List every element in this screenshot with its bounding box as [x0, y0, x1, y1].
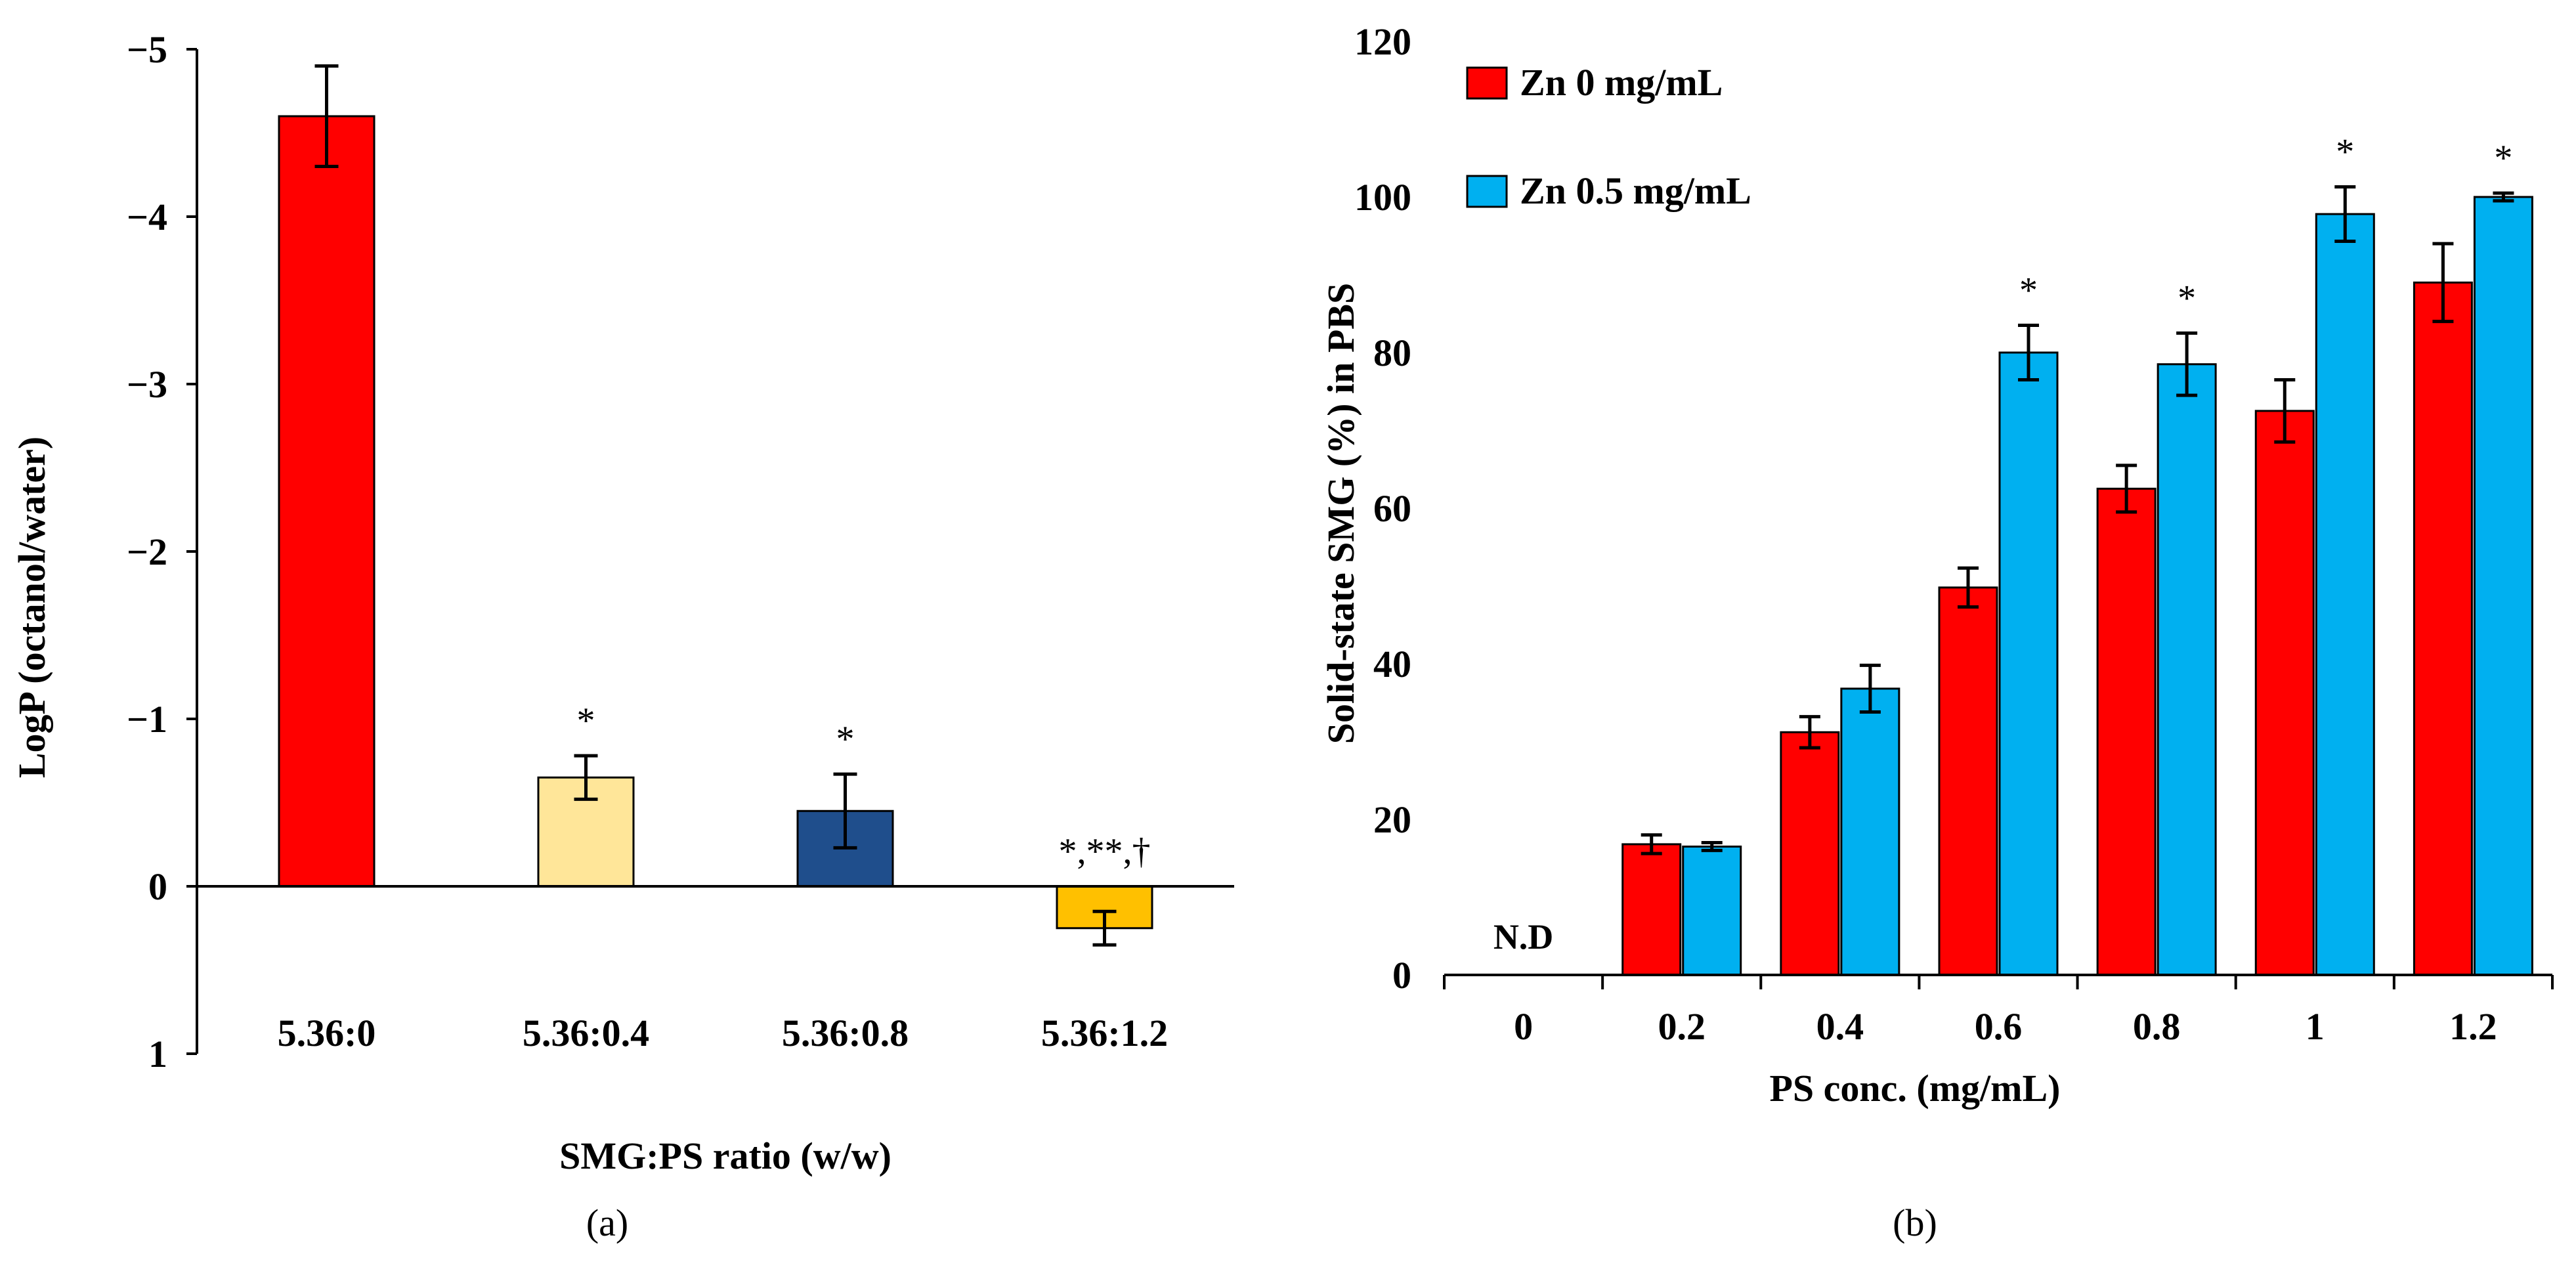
panel-a-bars — [278, 115, 1153, 930]
panel-b-x-axis-title: PS conc. (mg/mL) — [1770, 1067, 2061, 1110]
panel-b-significance-marks: N.D * * * * — [1493, 132, 2513, 957]
b-legend-label: Zn 0 mg/mL — [1520, 61, 1723, 104]
a-bar — [278, 115, 376, 888]
b-y-tick-label: 0 — [1392, 954, 1411, 997]
a-significance-mark: * — [577, 701, 595, 741]
b-category-label: 0.4 — [1816, 1005, 1864, 1048]
b-legend-item-1: Zn 0 mg/mL — [1466, 61, 1723, 104]
a-y-tick-label: −1 — [127, 698, 167, 741]
b-error-bar — [2432, 242, 2454, 324]
b-annotation: * — [2494, 138, 2512, 179]
a-category-label: 5.36:0.4 — [523, 1012, 649, 1054]
b-error-bar — [1859, 663, 1881, 714]
a-category-label: 5.36:0.8 — [782, 1012, 909, 1054]
panel-b-bars — [1621, 196, 2533, 976]
b-error-bar — [1958, 566, 1979, 609]
a-y-tick-label: −2 — [127, 530, 167, 573]
panel-a-y-axis-title: LogP (octanol/water) — [11, 437, 53, 778]
a-error-bar — [574, 754, 598, 801]
b-legend-swatch — [1466, 66, 1508, 100]
a-y-tick-label: 0 — [148, 865, 167, 908]
b-legend-swatch — [1466, 175, 1508, 208]
a-significance-mark: *,**,† — [1059, 831, 1151, 872]
panel-a-error-bars — [314, 64, 1117, 947]
b-category-label: 1 — [2306, 1005, 2325, 1048]
panel-b-label: (b) — [1893, 1201, 1937, 1244]
b-bar-series-1 — [2254, 410, 2315, 976]
panel-a-chart: * **,**,† 10−1−2−3−4−5 5.36:0 5.36:0.4 5.36… — [11, 28, 1234, 1244]
b-error-bar — [1701, 841, 1723, 852]
b-legend-item-2: Zn 0.5 mg/mL — [1466, 169, 1751, 212]
b-error-bar — [2493, 191, 2514, 203]
b-error-bar — [1799, 715, 1820, 750]
b-y-tick-label: 60 — [1373, 487, 1411, 530]
b-bar-series-2 — [2315, 213, 2375, 976]
b-y-tick-label: 120 — [1354, 20, 1411, 63]
panel-a-x-axis-title: SMG:PS ratio (w/w) — [559, 1134, 891, 1177]
a-y-tick-label: 1 — [148, 1033, 167, 1075]
a-category-label: 5.36:0 — [278, 1012, 376, 1054]
a-y-tick-label: −4 — [127, 196, 167, 238]
panel-a-significance-marks: * * *,**,† — [577, 701, 1151, 872]
panel-a-x-tick-labels: 5.36:0 5.36:0.4 5.36:0.8 5.36:1.2 — [278, 1012, 1169, 1054]
b-bar-series-2 — [1840, 687, 1900, 976]
b-annotation: * — [2019, 270, 2038, 311]
a-error-bar — [1092, 909, 1117, 947]
b-error-bar — [2274, 378, 2296, 444]
b-annotation: * — [2178, 278, 2196, 318]
a-category-label: 5.36:1.2 — [1041, 1012, 1168, 1054]
b-annotation: * — [2336, 132, 2354, 173]
b-bar-series-1 — [1938, 586, 1998, 976]
b-bar-series-2 — [2157, 363, 2217, 976]
b-category-label: 1.2 — [2449, 1005, 2497, 1048]
b-bar-series-2 — [1998, 351, 2059, 976]
panel-b-x-tick-labels: 0 0.2 0.4 0.6 0.8 1 1.2 — [1514, 1005, 2497, 1048]
b-error-bar — [2334, 185, 2356, 244]
b-error-bar — [2176, 331, 2198, 397]
b-error-bar — [2116, 464, 2137, 514]
b-bar-series-1 — [1621, 843, 1682, 976]
panel-b-legend: Zn 0 mg/mL Zn 0.5 mg/mL — [1466, 61, 1751, 212]
b-error-bar — [2018, 324, 2039, 381]
panel-b-error-bars — [1641, 185, 2514, 855]
b-category-label: 0.8 — [2133, 1005, 2181, 1048]
b-category-label: 0.2 — [1658, 1005, 1706, 1048]
b-bar-series-2 — [1682, 845, 1742, 976]
panel-b-x-ticks — [1443, 975, 2554, 989]
b-bar-series-2 — [2473, 196, 2533, 976]
a-error-bar — [314, 64, 339, 168]
b-category-label: 0 — [1514, 1005, 1533, 1048]
b-y-tick-label: 40 — [1373, 643, 1411, 685]
b-y-tick-label: 20 — [1373, 798, 1411, 841]
b-legend-label: Zn 0.5 mg/mL — [1520, 169, 1751, 212]
b-y-tick-label: 100 — [1354, 176, 1411, 219]
b-bar-series-1 — [1780, 731, 1840, 976]
a-y-tick-label: −5 — [127, 28, 167, 71]
panel-a-y-ticks: 1 0 −1 −2 −3 −4 −5 — [127, 28, 197, 1075]
b-bar-series-1 — [2413, 281, 2473, 976]
b-bar-series-1 — [2096, 487, 2157, 976]
a-y-tick-label: −3 — [127, 363, 167, 406]
panel-b-y-axis-title: Solid-state SMG (%) in PBS — [1320, 283, 1362, 744]
a-significance-mark: * — [836, 719, 855, 760]
b-category-label: 0.6 — [1975, 1005, 2023, 1048]
a-error-bar — [833, 772, 857, 850]
panel-b-y-tick-labels: 0 20 40 60 80 100 120 — [1354, 20, 1411, 997]
b-y-tick-label: 80 — [1373, 332, 1411, 374]
b-error-bar — [1641, 833, 1662, 855]
panel-a-label: (a) — [586, 1201, 628, 1244]
b-annotation: N.D — [1493, 917, 1554, 957]
panel-b-chart: N.D * * * * 0 20 40 60 80 100 120 0 0.2 0.4 0.6 0.8 1 1.… — [1320, 20, 2554, 1244]
